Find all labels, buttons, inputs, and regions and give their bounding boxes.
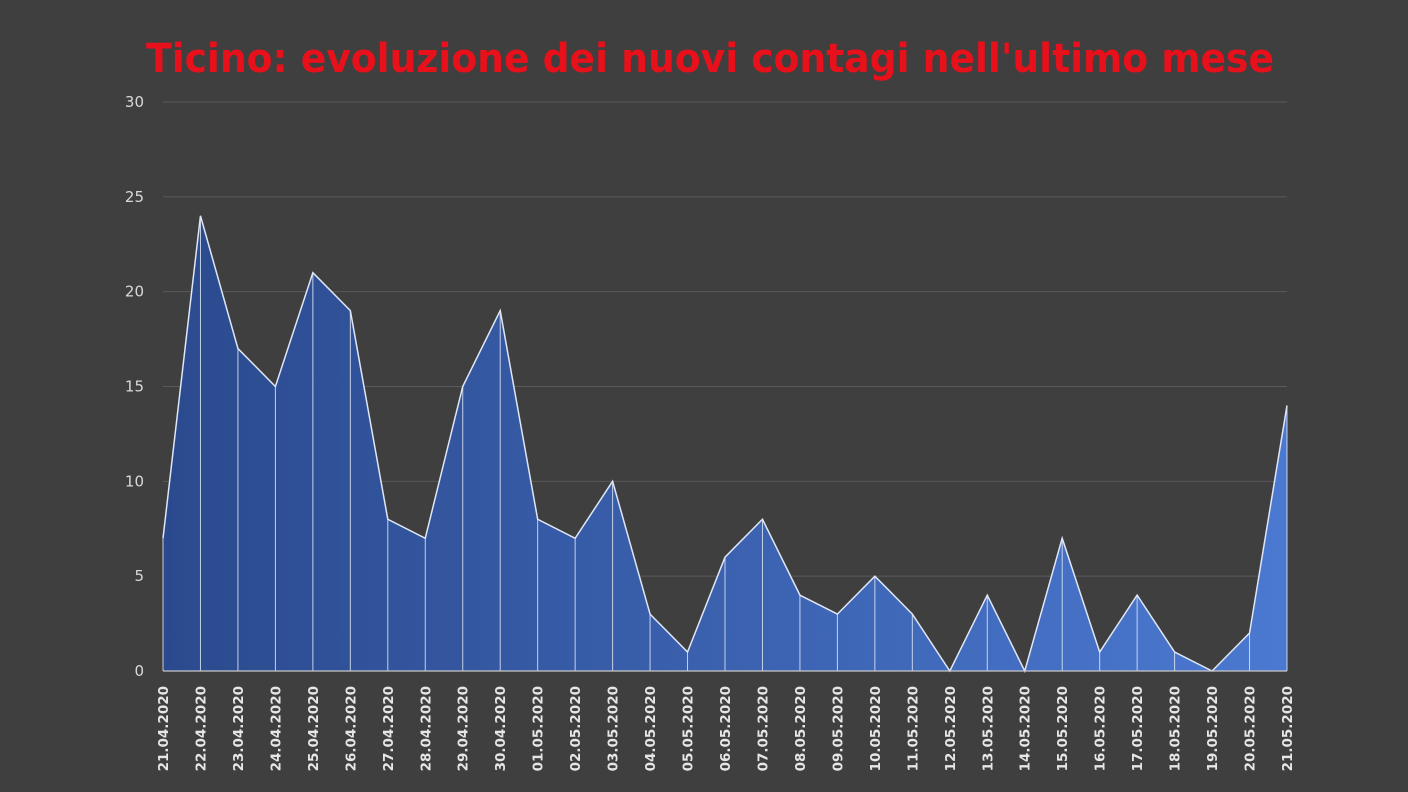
- y-tick-label: 0: [134, 662, 144, 680]
- x-tick-label: 14.05.2020: [1018, 686, 1034, 771]
- x-tick-label: 04.05.2020: [643, 686, 659, 771]
- x-tick-label: 08.05.2020: [793, 686, 809, 771]
- x-tick-label: 26.04.2020: [343, 686, 359, 771]
- x-tick-label: 29.04.2020: [456, 686, 472, 771]
- area-series: [162, 215, 1288, 674]
- area-outline: [162, 215, 1288, 674]
- x-tick-label: 02.05.2020: [568, 686, 584, 771]
- x-tick-label: 30.04.2020: [493, 686, 509, 771]
- x-tick-label: 09.05.2020: [830, 686, 846, 771]
- y-tick-label: 15: [125, 378, 144, 396]
- x-tick-label: 19.05.2020: [1205, 686, 1221, 771]
- x-tick-label: 01.05.2020: [531, 686, 547, 771]
- x-tick-label: 15.05.2020: [1055, 686, 1071, 771]
- y-tick-label: 25: [125, 188, 144, 206]
- x-tick-label: 25.04.2020: [306, 686, 322, 771]
- y-axis-ticks: 0 5 10 15 20 25 30: [125, 93, 144, 680]
- x-tick-label: 05.05.2020: [681, 686, 697, 771]
- y-tick-label: 30: [125, 93, 144, 111]
- y-tick-label: 5: [134, 567, 144, 585]
- x-tick-label: 07.05.2020: [755, 686, 771, 771]
- x-tick-label: 17.05.2020: [1130, 686, 1146, 771]
- x-tick-label: 11.05.2020: [905, 686, 921, 771]
- x-tick-label: 27.04.2020: [381, 686, 397, 771]
- x-tick-label: 21.05.2020: [1280, 686, 1296, 771]
- y-tick-label: 20: [125, 283, 144, 301]
- x-tick-label: 28.04.2020: [418, 686, 434, 771]
- x-tick-label: 12.05.2020: [943, 686, 959, 771]
- x-tick-label: 06.05.2020: [718, 686, 734, 771]
- y-tick-label: 10: [125, 472, 144, 490]
- x-tick-label: 16.05.2020: [1093, 686, 1109, 771]
- x-tick-label: 13.05.2020: [980, 686, 996, 771]
- x-tick-label: 24.04.2020: [268, 686, 284, 771]
- x-axis-ticks: 21.04.2020 22.04.2020 23.04.2020 24.04.2020…: [156, 686, 1296, 771]
- chart-title: Ticino: evoluzione dei nuovi contagi nel…: [146, 36, 1274, 82]
- x-tick-label: 22.04.2020: [193, 686, 209, 771]
- x-tick-label: 23.04.2020: [231, 686, 247, 771]
- x-tick-label: 03.05.2020: [606, 686, 622, 771]
- area-fill: [163, 215, 1287, 672]
- x-tick-label: 18.05.2020: [1168, 686, 1184, 771]
- x-tick-label: 21.04.2020: [156, 686, 172, 771]
- x-tick-label: 10.05.2020: [868, 686, 884, 771]
- x-tick-label: 20.05.2020: [1243, 686, 1259, 771]
